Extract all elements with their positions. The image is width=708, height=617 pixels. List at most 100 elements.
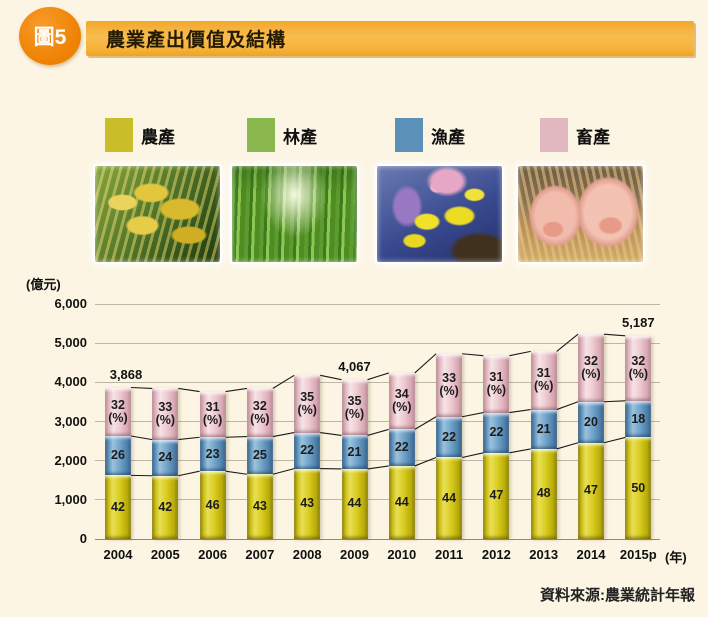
- crop-segment: 42: [152, 475, 179, 539]
- y-tick-label: 6,000: [54, 296, 87, 311]
- x-tick-label: 2011: [434, 547, 464, 562]
- livestock-segment: 31 (%): [483, 355, 510, 413]
- series-line: [509, 448, 531, 454]
- bar-2011: 33 (%) 22 44: [436, 353, 463, 539]
- series-line: [603, 436, 626, 444]
- series-line: [130, 386, 153, 389]
- series-line: [414, 353, 437, 374]
- livestock-segment: 32 (%): [246, 388, 273, 437]
- bamboo-forest-photo: [232, 166, 357, 262]
- livestock-segment: 32 (%): [105, 387, 131, 436]
- fishery-segment: 22: [294, 432, 321, 469]
- grid-line: [95, 421, 660, 422]
- y-tick-label: 0: [79, 531, 87, 546]
- fishery-segment: 23: [199, 437, 226, 472]
- y-axis-unit-label: (億元): [26, 277, 61, 292]
- x-tick-label: 2004: [103, 547, 133, 562]
- fishery-segment: 24: [152, 439, 179, 476]
- series-line: [556, 401, 579, 411]
- grid-line: [95, 499, 660, 501]
- series-line: [367, 372, 389, 381]
- bar-2006: 31 (%) 23 46: [199, 391, 226, 539]
- page-title: 農業產出價值及結構: [106, 30, 287, 51]
- x-tick-label: 2015p: [619, 547, 657, 562]
- livestock-segment: 32 (%): [578, 334, 604, 402]
- legend-label: 林產: [283, 127, 317, 147]
- total-annotation: 5,187: [622, 314, 655, 330]
- livestock-segment: 31 (%): [199, 391, 226, 438]
- grid-line: [95, 303, 660, 305]
- y-tick-label: 1,000: [54, 491, 87, 507]
- series-line: [414, 456, 437, 467]
- bar-2005: 33 (%) 24 42: [152, 388, 179, 539]
- x-tick-label: 2006: [198, 547, 228, 562]
- series-line: [178, 436, 200, 441]
- fishery-segment: 20: [578, 401, 604, 443]
- series-line: [414, 416, 437, 430]
- legend-item-forestry: 林產: [247, 118, 317, 152]
- bar-2007: 32 (%) 25 43: [246, 388, 273, 539]
- piglets-photo: [518, 166, 643, 262]
- fishery-segment: 22: [436, 416, 463, 458]
- crop-segment: 47: [578, 442, 604, 539]
- x-tick-label: 2009: [340, 547, 369, 562]
- series-line: [225, 470, 247, 475]
- crop-segment: 44: [341, 468, 368, 539]
- grid-line: [95, 381, 660, 383]
- crop-segment: 44: [436, 457, 463, 539]
- x-tick-label: 2013: [529, 547, 559, 562]
- tropical-fish-photo: [377, 166, 502, 262]
- series-line: [461, 411, 484, 418]
- series-line: [461, 452, 484, 459]
- series-line: [320, 374, 342, 381]
- series-line: [367, 428, 389, 436]
- bar-2008: 35 (%) 22 43: [294, 375, 321, 539]
- series-line: [225, 387, 247, 393]
- x-tick-label: 2010: [387, 547, 417, 562]
- total-annotation: 3,868: [109, 366, 143, 382]
- y-tick-label: 5,000: [54, 335, 87, 351]
- livestock-segment: 32 (%): [625, 335, 652, 401]
- rice-crops-photo: [95, 166, 220, 262]
- bar-2014: 32 (%) 20 47: [578, 334, 604, 539]
- livestock-segment: 35 (%): [341, 379, 368, 436]
- livestock-segment: 34 (%): [388, 372, 415, 430]
- x-tick-label: 2008: [292, 547, 322, 562]
- series-line: [367, 465, 389, 470]
- x-tick-label: 2007: [245, 547, 275, 562]
- livestock-segment: 31 (%): [530, 351, 557, 410]
- legend-label: 漁產: [431, 127, 465, 147]
- x-tick-label: 2012: [481, 547, 511, 562]
- bar-2010: 34 (%) 22 44: [388, 372, 415, 539]
- figure-number-badge: 圖5: [19, 7, 81, 65]
- stacked-bar-chart: 6,000 5,000 4,000 3,000 2,000 1,000 0 32 (%) 26 4…: [54, 296, 686, 565]
- title-bar: 農業產出價值及結構: [86, 21, 694, 56]
- series-line: [178, 470, 200, 477]
- crop-segment: 48: [530, 448, 557, 539]
- legend-label: 農產: [141, 127, 175, 147]
- series-line: [509, 350, 531, 357]
- series-line: [272, 468, 295, 475]
- series-line: [320, 432, 342, 437]
- crop-segment: 44: [388, 465, 415, 539]
- fishery-segment: 18: [625, 400, 652, 438]
- livestock-segment: 35 (%): [294, 375, 321, 433]
- fishery-segment: 22: [388, 429, 415, 466]
- fishery-legend-swatch: [395, 118, 423, 152]
- bar-2015p: 32 (%) 18 50: [625, 335, 652, 539]
- forestry-legend-swatch: [247, 118, 275, 152]
- grid-line: [95, 460, 660, 462]
- crop-segment: 43: [294, 468, 321, 539]
- series-line: [272, 432, 295, 438]
- series-line: [603, 400, 626, 403]
- livestock-legend-swatch: [540, 118, 568, 152]
- data-source-note: 資料來源:農業統計年報: [540, 587, 695, 604]
- y-tick-label: 2,000: [54, 452, 87, 468]
- livestock-segment: 33 (%): [436, 353, 463, 417]
- crop-segment: 42: [105, 475, 131, 539]
- series-line: [225, 436, 247, 438]
- series-line: [178, 387, 200, 393]
- total-annotation: 4,067: [338, 358, 371, 374]
- fishery-segment: 26: [105, 435, 131, 476]
